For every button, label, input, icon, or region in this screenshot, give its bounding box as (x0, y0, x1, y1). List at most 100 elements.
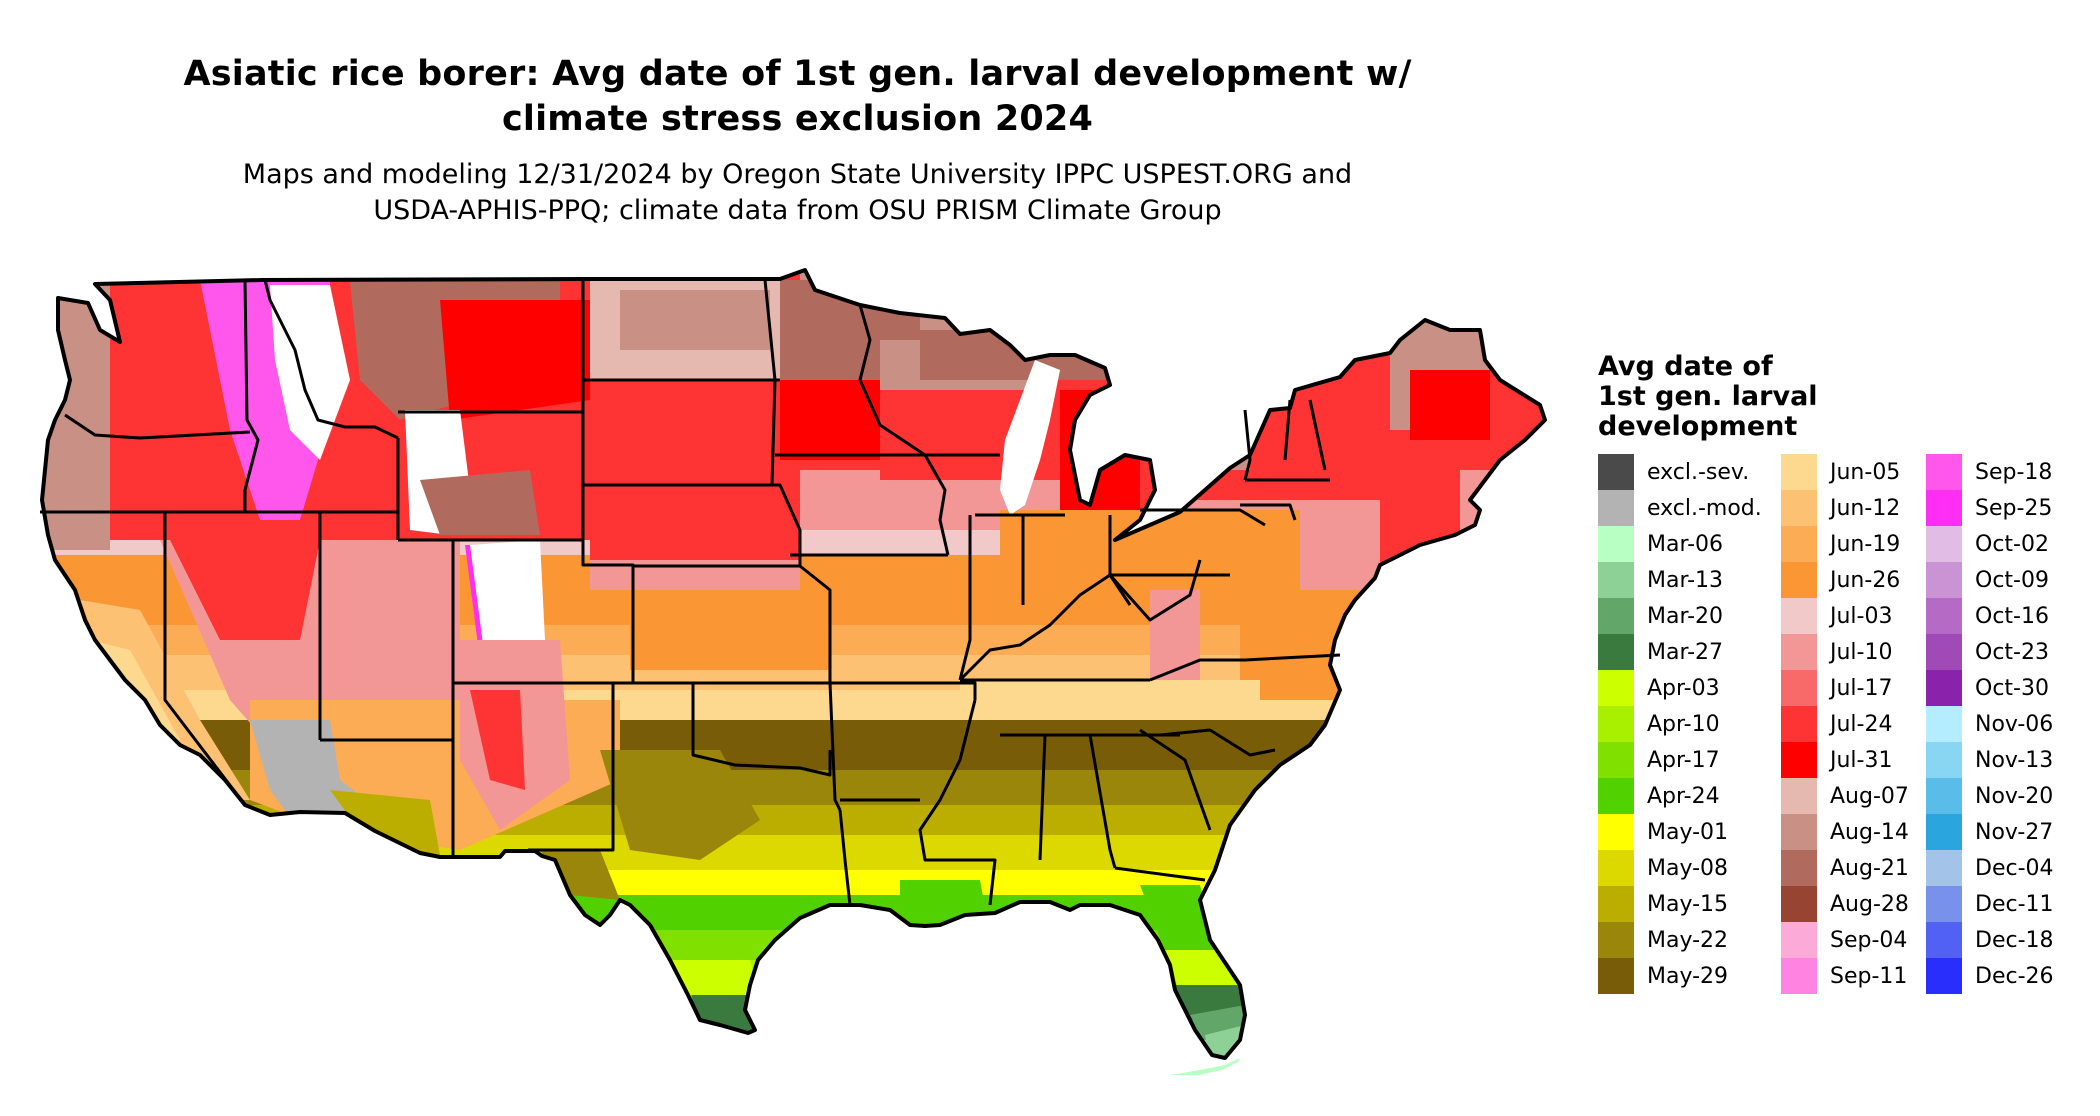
legend-item: Jun-12 (1781, 490, 1909, 526)
legend-swatch (1781, 742, 1817, 778)
legend-label: Sep-18 (1975, 459, 2053, 485)
sd-red (590, 380, 790, 490)
legend-swatch (1781, 526, 1817, 562)
legend-label: Nov-27 (1975, 819, 2054, 845)
legend-label: Jun-19 (1830, 531, 1901, 557)
legend-item: Jun-26 (1781, 562, 1909, 598)
legend-item: Mar-13 (1598, 562, 1762, 598)
legend-swatch (1926, 742, 1962, 778)
legend-label: Sep-25 (1975, 495, 2053, 521)
legend-swatch (1781, 958, 1817, 994)
legend-swatch (1598, 454, 1634, 490)
legend-label: Oct-16 (1975, 603, 2049, 629)
legend-item: Jun-19 (1781, 526, 1909, 562)
legend-swatch (1926, 850, 1962, 886)
legend-label: May-29 (1647, 963, 1729, 989)
border-ms-al (1038, 734, 1047, 861)
legend-item: Jul-24 (1781, 706, 1909, 742)
border-il-in (958, 515, 972, 681)
legend-swatch (1781, 778, 1817, 814)
legend-swatch (1926, 454, 1962, 490)
legend-item: Dec-26 (1926, 958, 2054, 994)
legend-swatch (1926, 958, 1962, 994)
legend-label: May-08 (1647, 855, 1729, 881)
legend-label: excl.-sev. (1647, 459, 1750, 485)
legend-label: Sep-04 (1830, 927, 1908, 953)
border-nh-me (1308, 399, 1327, 471)
legend-label: Dec-04 (1975, 855, 2054, 881)
legend-item: Oct-23 (1926, 634, 2054, 670)
legend-label: May-15 (1647, 891, 1729, 917)
legend-item: excl.-mod. (1598, 490, 1762, 526)
legend-item: Dec-11 (1926, 886, 2054, 922)
border-co-ne (581, 540, 635, 683)
legend-swatch (1926, 490, 1962, 526)
border-ms-river (918, 699, 997, 906)
legend-item: Oct-30 (1926, 670, 2054, 706)
legend-item: Mar-06 (1598, 526, 1762, 562)
legend-swatch (1781, 706, 1817, 742)
idaho-white (270, 285, 350, 460)
legend-item: Apr-03 (1598, 670, 1762, 706)
texas-big-bend (540, 850, 620, 900)
texas-apr03 (660, 960, 760, 995)
legend-item: Sep-25 (1926, 490, 2054, 526)
legend-swatch (1926, 634, 1962, 670)
legend-swatch (1598, 886, 1634, 922)
legend-label: Jun-26 (1830, 567, 1901, 593)
legend-swatch (1598, 490, 1634, 526)
legend-label: Jul-03 (1830, 603, 1893, 629)
legend-entries: excl.-sev. excl.-mod. Mar-06 Mar-13 Mar-20 Ma… (1598, 454, 2054, 994)
legend-label: Aug-28 (1830, 891, 1909, 917)
border-nv-ca (163, 512, 247, 806)
legend-label: Apr-10 (1647, 711, 1720, 737)
legend-swatch (1781, 634, 1817, 670)
legend-swatch (1781, 598, 1817, 634)
west-coast-pink (42, 280, 110, 550)
legend-item: Dec-04 (1926, 850, 2054, 886)
legend-label: Dec-11 (1975, 891, 2054, 917)
legend-label: Jul-10 (1830, 639, 1893, 665)
legend-item: Jun-05 (1781, 454, 1909, 490)
legend-title-line-3: development (1598, 411, 1798, 442)
legend-item: Sep-04 (1781, 922, 1909, 958)
border-pa-ny (1140, 508, 1266, 527)
legend-item: Mar-20 (1598, 598, 1762, 634)
legend-column-2: Jun-05 Jun-12 Jun-19 Jun-26 Jul-03 Jul-10 Jul-… (1781, 454, 1909, 994)
legend-label: Mar-27 (1647, 639, 1724, 665)
border-ia-il (923, 454, 950, 556)
legend-swatch (1598, 562, 1634, 598)
band-mar27 (42, 1000, 1545, 1030)
legend-swatch (1926, 706, 1962, 742)
legend-item: Aug-14 (1781, 814, 1909, 850)
legend-swatch (1926, 922, 1962, 958)
nevada-red (170, 540, 320, 640)
legend-label: Aug-07 (1830, 783, 1909, 809)
legend-item: May-29 (1598, 958, 1762, 994)
legend-item: Apr-24 (1598, 778, 1762, 814)
legend-swatch (1598, 634, 1634, 670)
legend-swatch (1926, 598, 1962, 634)
border-va-wv (1108, 559, 1202, 622)
legend-label: Dec-18 (1975, 927, 2054, 953)
legend-swatch (1926, 886, 1962, 922)
legend-title-line-1: Avg date of (1598, 351, 1773, 382)
legend-item: Nov-13 (1926, 742, 2054, 778)
legend-swatch (1781, 454, 1817, 490)
legend-item: excl.-sev. (1598, 454, 1762, 490)
legend-item: Aug-07 (1781, 778, 1909, 814)
border-mo-ar (830, 681, 977, 700)
border-wa-or (64, 413, 251, 440)
legend-item: May-08 (1598, 850, 1762, 886)
legend-swatch (1926, 670, 1962, 706)
border-mo-ks (799, 564, 832, 683)
legend-label: Jul-31 (1830, 747, 1893, 773)
legend-swatch (1598, 922, 1634, 958)
legend-item: Mar-27 (1598, 634, 1762, 670)
legend-swatch (1598, 778, 1634, 814)
legend-label: Apr-17 (1647, 747, 1720, 773)
kansas-orange (630, 590, 830, 670)
legend-label: Jun-05 (1830, 459, 1901, 485)
new-mexico-redcore (470, 690, 525, 790)
